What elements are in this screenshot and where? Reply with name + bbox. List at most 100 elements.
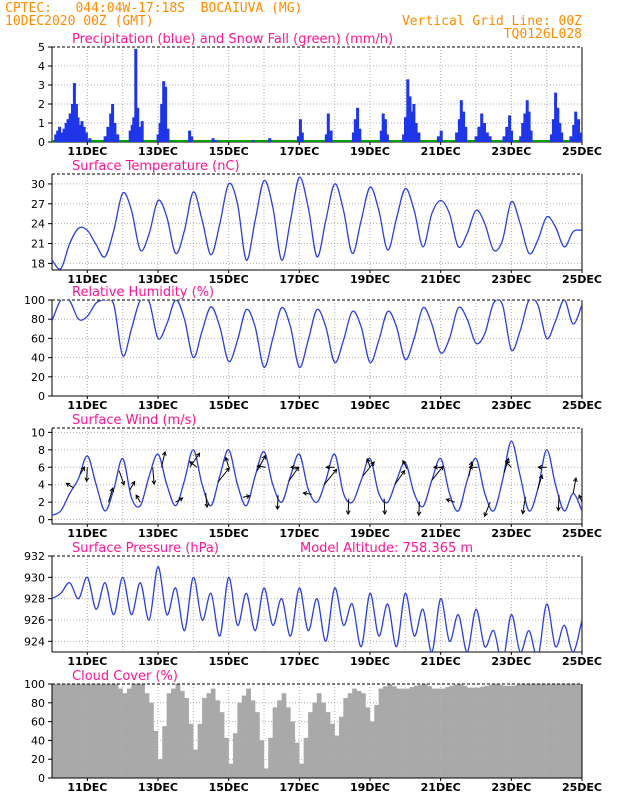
- panel-2-xtick-label: 21DEC: [421, 273, 461, 286]
- precip-bar: [412, 104, 416, 142]
- wind-arrow: [288, 466, 299, 482]
- precip-bar: [455, 132, 459, 142]
- wind-arrow: [65, 482, 74, 488]
- wind-arrowhead: [189, 461, 194, 466]
- panel-3-ytick-label: 0: [38, 390, 45, 403]
- wind-arrow: [347, 498, 350, 515]
- wind-arrowhead: [505, 457, 510, 463]
- panel-3-ytick-label: 100: [24, 294, 45, 307]
- wind-arrowhead: [573, 477, 578, 483]
- precip-bar: [164, 86, 168, 142]
- panel-5-xtick-label: 21DEC: [421, 655, 461, 668]
- precip-bar: [158, 123, 162, 142]
- panel-4-series-line: [52, 440, 582, 516]
- wind-arrow: [161, 451, 166, 468]
- precip-bar: [72, 83, 76, 142]
- wind-arrowhead: [120, 480, 126, 486]
- precip-bar: [406, 79, 410, 142]
- panel-3-xtick-label: 17DEC: [279, 399, 319, 412]
- precip-bar: [351, 132, 355, 142]
- precip-bar: [134, 48, 138, 142]
- panel-6-xtick-label: 13DEC: [138, 781, 178, 794]
- precip-bar: [462, 111, 466, 142]
- wind-arrow: [152, 467, 155, 485]
- panel-4-ytick-label: 8: [38, 444, 45, 457]
- wind-arrow: [557, 495, 560, 511]
- panel-5-annotation: Model Altitude: 758.365 m: [300, 541, 473, 556]
- precip-bar: [130, 124, 134, 142]
- wind-arrowhead: [245, 494, 251, 499]
- precip-bar: [298, 119, 302, 142]
- panel-5-ytick-label: 926: [24, 614, 45, 627]
- precip-bar: [383, 119, 387, 142]
- precip-bar: [381, 113, 385, 142]
- precip-bar: [76, 117, 80, 142]
- panel-6-ytick-label: 80: [31, 697, 45, 710]
- precip-bar: [508, 115, 512, 142]
- precip-bar: [188, 130, 192, 142]
- precip-bar: [80, 121, 84, 142]
- panel-4-ytick-label: 10: [31, 426, 45, 439]
- panel-5-xtick-label: 15DEC: [209, 655, 249, 668]
- precip-bar: [113, 123, 117, 142]
- wind-arrow: [468, 461, 473, 477]
- wind-arrow: [276, 495, 279, 510]
- wind-arrowhead: [65, 482, 71, 488]
- wind-arrowhead: [84, 477, 90, 483]
- panel-3-xtick-label: 13DEC: [138, 399, 178, 412]
- wind-arrow: [129, 481, 136, 491]
- panel-5-ytick-label: 930: [24, 571, 45, 584]
- panel-6-xtick-label: 17DEC: [279, 781, 319, 794]
- panel-3-xtick-label: 15DEC: [209, 399, 249, 412]
- precip-bar: [436, 136, 440, 142]
- wind-arrow: [303, 492, 312, 495]
- panel-2-ytick-label: 18: [31, 257, 45, 270]
- panel-1-xtick-label: 25DEC: [562, 145, 602, 158]
- wind-arrow: [118, 470, 125, 485]
- panel-5-ytick-label: 924: [24, 635, 45, 648]
- panel-1-xtick-label: 21DEC: [421, 145, 461, 158]
- precip-bar: [477, 126, 481, 142]
- precip-bar: [58, 126, 62, 142]
- precip-bar: [88, 138, 92, 142]
- panel-2-xtick-label: 11DEC: [67, 273, 107, 286]
- wind-arrow: [257, 465, 266, 468]
- panel-2-ytick-label: 24: [31, 218, 45, 231]
- panel-5-title: Surface Pressure (hPa): [72, 541, 219, 556]
- wind-arrow: [383, 498, 386, 515]
- wind-arrowhead: [325, 464, 331, 470]
- panel-2-xtick-label: 15DEC: [209, 273, 249, 286]
- wind-arrowhead: [416, 511, 422, 517]
- panel-4-xtick-label: 13DEC: [138, 527, 178, 540]
- panel-3-xtick-label: 19DEC: [350, 399, 390, 412]
- precip-bar: [551, 119, 555, 142]
- panel-4-title: Surface Wind (m/s): [72, 413, 196, 428]
- panel-3-ytick-label: 20: [31, 371, 45, 384]
- wind-arrow: [242, 495, 250, 498]
- panel-2-title: Surface Temperature (nC): [72, 159, 240, 174]
- panel-5-ytick-label: 928: [24, 593, 45, 606]
- panel-6-ytick-label: 60: [31, 716, 45, 729]
- precip-bar: [268, 138, 272, 142]
- panel-3-title: Relative Humidity (%): [72, 285, 214, 300]
- wind-arrowhead: [178, 497, 184, 502]
- precip-bar: [577, 119, 580, 142]
- wind-arrowhead: [402, 459, 407, 465]
- panel-1-ytick-label: 0: [38, 136, 45, 149]
- panel-1-xtick-label: 11DEC: [67, 145, 107, 158]
- wind-arrow: [256, 455, 266, 472]
- wind-arrowhead: [400, 469, 406, 475]
- wind-arrow: [572, 477, 577, 494]
- precip-bar: [138, 126, 142, 142]
- panel-5-xtick-label: 13DEC: [138, 655, 178, 668]
- precip-bar: [569, 136, 573, 142]
- wind-arrow: [225, 457, 230, 468]
- precip-bar: [66, 119, 70, 142]
- precip-bar: [410, 111, 414, 142]
- panel-5-xtick-label: 19DEC: [350, 655, 390, 668]
- panel-2-series-line: [52, 176, 582, 270]
- panel-5-xtick-label: 11DEC: [67, 655, 107, 668]
- wind-arrow: [217, 467, 230, 483]
- precip-bar: [160, 104, 164, 142]
- precip-bar: [379, 130, 383, 142]
